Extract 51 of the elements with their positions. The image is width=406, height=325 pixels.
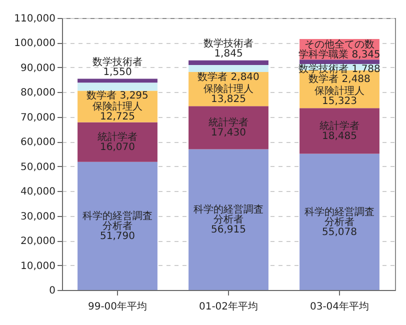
bar <box>188 149 268 290</box>
bar <box>300 108 380 154</box>
x-tick-label: 03-04年平均 <box>310 300 370 312</box>
series-label: 科学的経営調査分析者 <box>194 204 264 226</box>
y-tick-label: 0 <box>49 286 56 296</box>
y-tick-label: 90,000 <box>20 62 56 74</box>
y-tick-label: 40,000 <box>20 186 56 198</box>
y-tick-label: 30,000 <box>20 211 56 222</box>
y-tick-label: 60,000 <box>20 137 56 148</box>
data-label: 16,070 <box>100 142 135 154</box>
data-label: 15,323 <box>322 96 357 108</box>
data-label: 13,825 <box>211 94 246 106</box>
bar <box>300 154 380 290</box>
data-label: 55,078 <box>322 226 357 238</box>
data-label: 51,790 <box>100 230 135 242</box>
text: 保険計理人 <box>314 86 364 98</box>
data-label: 56,915 <box>211 224 246 236</box>
x-tick-label: 99-00年平均 <box>88 300 148 312</box>
data-label: 18,485 <box>322 130 357 142</box>
bar <box>188 106 268 150</box>
bar <box>78 82 158 91</box>
series-label: 数学技術者 <box>92 56 142 68</box>
text: 統計学者 <box>320 120 360 132</box>
text: 科学的経営調査分析者 <box>304 206 374 228</box>
y-tick-label: 10,000 <box>20 260 56 272</box>
text: 統計学者 <box>208 118 248 129</box>
y-tick-label: 80,000 <box>20 88 56 99</box>
bar <box>188 64 268 72</box>
text: 数学者 3,295 <box>86 90 148 102</box>
data-label: 12,725 <box>100 111 135 122</box>
series-label: 保険計理人 <box>92 100 142 112</box>
text: 数学技術者 <box>204 38 254 50</box>
y-tick-label: 110,000 <box>14 14 56 24</box>
data-label: 17,430 <box>211 128 246 139</box>
x-tick-label: 01-02年平均 <box>198 300 258 312</box>
bar <box>78 78 158 83</box>
bar <box>188 60 268 65</box>
y-tick-label: 100,000 <box>14 38 56 50</box>
y-tick-label: 20,000 <box>20 236 56 248</box>
y-tick-label: 50,000 <box>20 162 56 173</box>
bar <box>78 162 158 290</box>
data-label: 1,845 <box>214 48 243 60</box>
y-tick-label: 70,000 <box>20 112 56 124</box>
bar <box>78 122 158 162</box>
text: 数学者 2,840 <box>198 72 260 83</box>
series-label: 統計学者 <box>98 131 138 144</box>
text: 数学者 2,488 <box>308 74 370 86</box>
text: 科学的経営調査分析者 <box>82 210 152 232</box>
bar <box>300 60 380 64</box>
data-label: 1,550 <box>103 66 132 78</box>
text: 保険計理人 <box>204 84 254 96</box>
